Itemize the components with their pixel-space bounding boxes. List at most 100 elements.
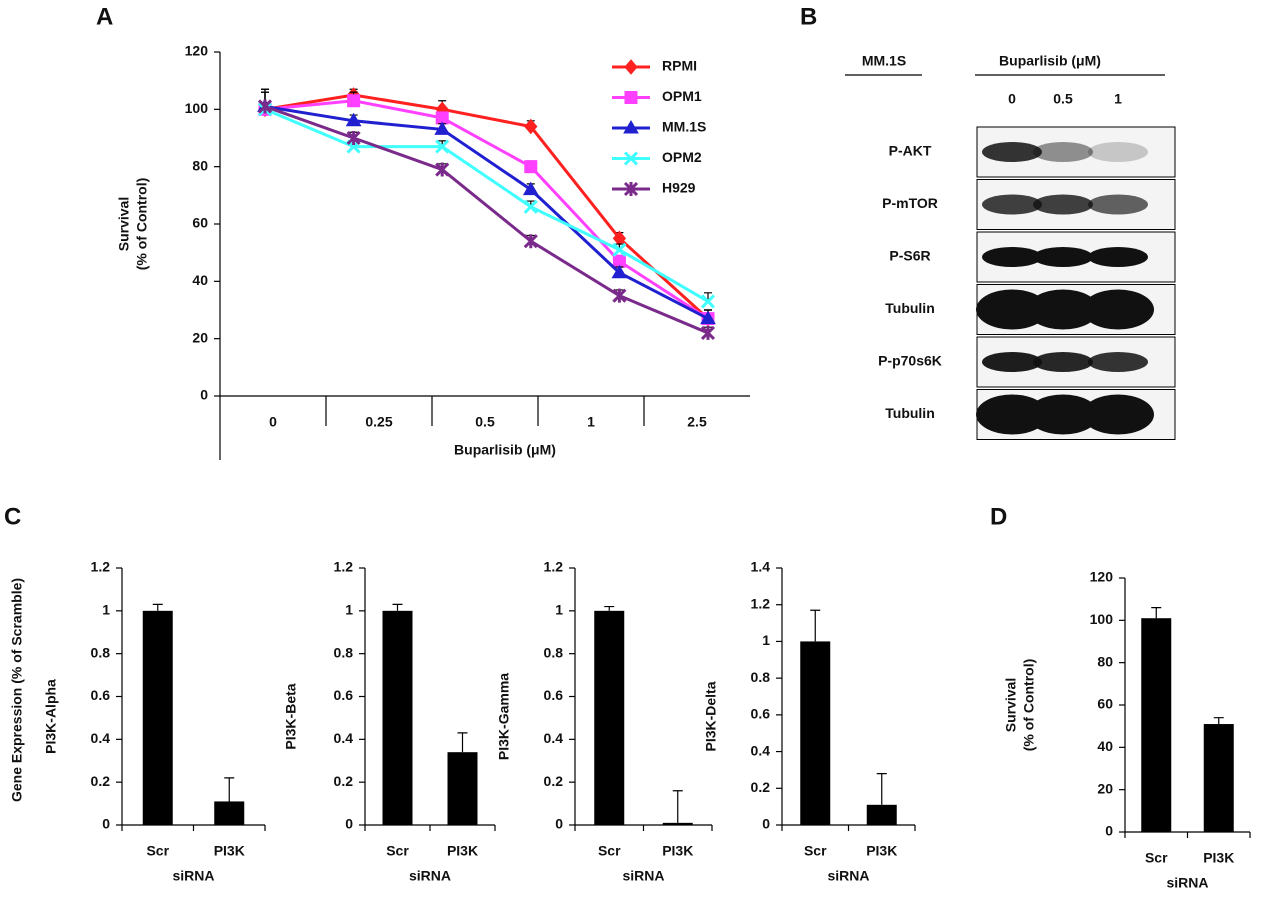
y-tick-label: 100 bbox=[1090, 611, 1114, 627]
blot-row-label: P-p70s6K bbox=[878, 353, 942, 369]
error-bar bbox=[152, 603, 163, 611]
blot-row-label: Tubulin bbox=[885, 405, 935, 421]
marker bbox=[524, 160, 538, 174]
blot-band bbox=[1088, 142, 1148, 162]
y-tick-label: 0.6 bbox=[334, 687, 354, 703]
legend-label: RPMI bbox=[662, 58, 697, 74]
y-tick-label: 1.2 bbox=[544, 559, 564, 575]
legend-label: H929 bbox=[662, 180, 696, 196]
y-tick-label: 0.4 bbox=[334, 730, 354, 746]
y-tick-label: 80 bbox=[192, 157, 208, 173]
y-tick-label: 0 bbox=[200, 387, 208, 403]
blot-band bbox=[1033, 247, 1093, 267]
dose-label: 0.5 bbox=[1053, 91, 1073, 107]
error-bar bbox=[810, 609, 821, 642]
x-axis-label: siRNA bbox=[1166, 875, 1208, 891]
x-tick-label: 0.25 bbox=[365, 414, 392, 430]
y-tick-label: 0 bbox=[102, 816, 110, 832]
blot-row-label: P-AKT bbox=[889, 143, 932, 159]
line bbox=[264, 93, 710, 320]
bar bbox=[1141, 618, 1172, 832]
y-tick-label: 0.2 bbox=[751, 779, 771, 795]
marker bbox=[345, 112, 362, 127]
marker bbox=[523, 199, 538, 214]
legend-label: MM.1S bbox=[662, 119, 706, 135]
y-tick-label: 1.2 bbox=[751, 595, 771, 611]
line bbox=[264, 105, 709, 335]
marker bbox=[522, 181, 539, 196]
y-tick-label: 0.4 bbox=[91, 730, 111, 746]
bar bbox=[142, 610, 173, 825]
x-axis-label: siRNA bbox=[172, 868, 214, 884]
y-tick-label: 0 bbox=[1105, 823, 1113, 839]
x-tick-label: Scr bbox=[804, 843, 827, 859]
error-bar bbox=[1213, 717, 1224, 725]
y-axis-label: PI3K-Delta bbox=[703, 681, 719, 751]
blot-band bbox=[1088, 352, 1148, 372]
error-bar bbox=[224, 777, 235, 802]
y-tick-label: 0.8 bbox=[91, 644, 111, 660]
blot-band bbox=[982, 194, 1042, 215]
blot-band bbox=[976, 394, 1048, 435]
bar bbox=[214, 801, 245, 825]
y-axis-label: PI3K-Alpha bbox=[43, 679, 59, 754]
x-tick-label: PI3K bbox=[447, 843, 478, 859]
y-tick-label: 1.4 bbox=[751, 559, 771, 575]
marker bbox=[523, 234, 538, 249]
error-bar bbox=[392, 603, 403, 611]
marker bbox=[611, 264, 628, 279]
shared-y-label: Gene Expression (% of Scramble) bbox=[9, 578, 25, 802]
y-tick-label: 80 bbox=[1097, 653, 1113, 669]
y-tick-label: 0.8 bbox=[334, 644, 354, 660]
y-tick-label: 0.2 bbox=[334, 773, 354, 789]
blot-band bbox=[1033, 194, 1093, 215]
y-axis-label: Survival bbox=[116, 197, 132, 251]
blot-row-label: P-S6R bbox=[889, 248, 930, 264]
x-axis-label: siRNA bbox=[622, 868, 664, 884]
y-tick-label: 60 bbox=[1097, 696, 1113, 712]
x-tick-label: 2.5 bbox=[687, 414, 707, 430]
x-tick-label: PI3K bbox=[866, 843, 897, 859]
bar bbox=[1203, 724, 1234, 832]
treatment: Buparlisib (μM) bbox=[999, 53, 1101, 69]
marker bbox=[623, 120, 639, 134]
marker bbox=[700, 310, 716, 325]
y-axis-label: (% of Control) bbox=[1021, 659, 1037, 752]
marker bbox=[524, 118, 538, 135]
y-tick-label: 100 bbox=[185, 100, 209, 116]
y-tick-label: 120 bbox=[185, 43, 209, 59]
marker bbox=[623, 181, 639, 197]
cell-line: MM.1S bbox=[862, 53, 906, 69]
x-tick-label: PI3K bbox=[214, 843, 245, 859]
marker bbox=[612, 288, 627, 303]
bar bbox=[447, 752, 478, 825]
legend-label: OPM2 bbox=[662, 149, 702, 165]
y-tick-label: 1 bbox=[345, 602, 353, 618]
y-axis-label: (% of Control) bbox=[134, 178, 150, 271]
blot-band bbox=[982, 142, 1042, 162]
y-tick-label: 60 bbox=[192, 215, 208, 231]
x-tick-label: 1 bbox=[587, 414, 595, 430]
y-tick-label: 0.6 bbox=[544, 687, 564, 703]
marker bbox=[612, 242, 627, 257]
legend-label: OPM1 bbox=[662, 88, 702, 104]
y-tick-label: 0.6 bbox=[91, 687, 111, 703]
blot-band bbox=[982, 352, 1042, 372]
bar bbox=[662, 822, 693, 825]
line bbox=[264, 99, 709, 320]
x-tick-label: 0 bbox=[269, 414, 277, 430]
panel-letter: C bbox=[4, 503, 21, 530]
blot-band bbox=[1082, 289, 1154, 330]
blot-band bbox=[1088, 194, 1148, 215]
x-tick-label: PI3K bbox=[1203, 850, 1234, 866]
x-tick-label: PI3K bbox=[662, 843, 693, 859]
y-tick-label: 1.2 bbox=[91, 559, 111, 575]
marker bbox=[624, 91, 638, 104]
panel-letter: A bbox=[96, 3, 113, 30]
blot-band bbox=[1082, 394, 1154, 435]
x-tick-label: 0.5 bbox=[475, 414, 495, 430]
y-tick-label: 1 bbox=[762, 632, 770, 648]
bar bbox=[800, 641, 831, 825]
error-bar bbox=[604, 605, 615, 611]
y-tick-label: 0.4 bbox=[751, 742, 771, 758]
